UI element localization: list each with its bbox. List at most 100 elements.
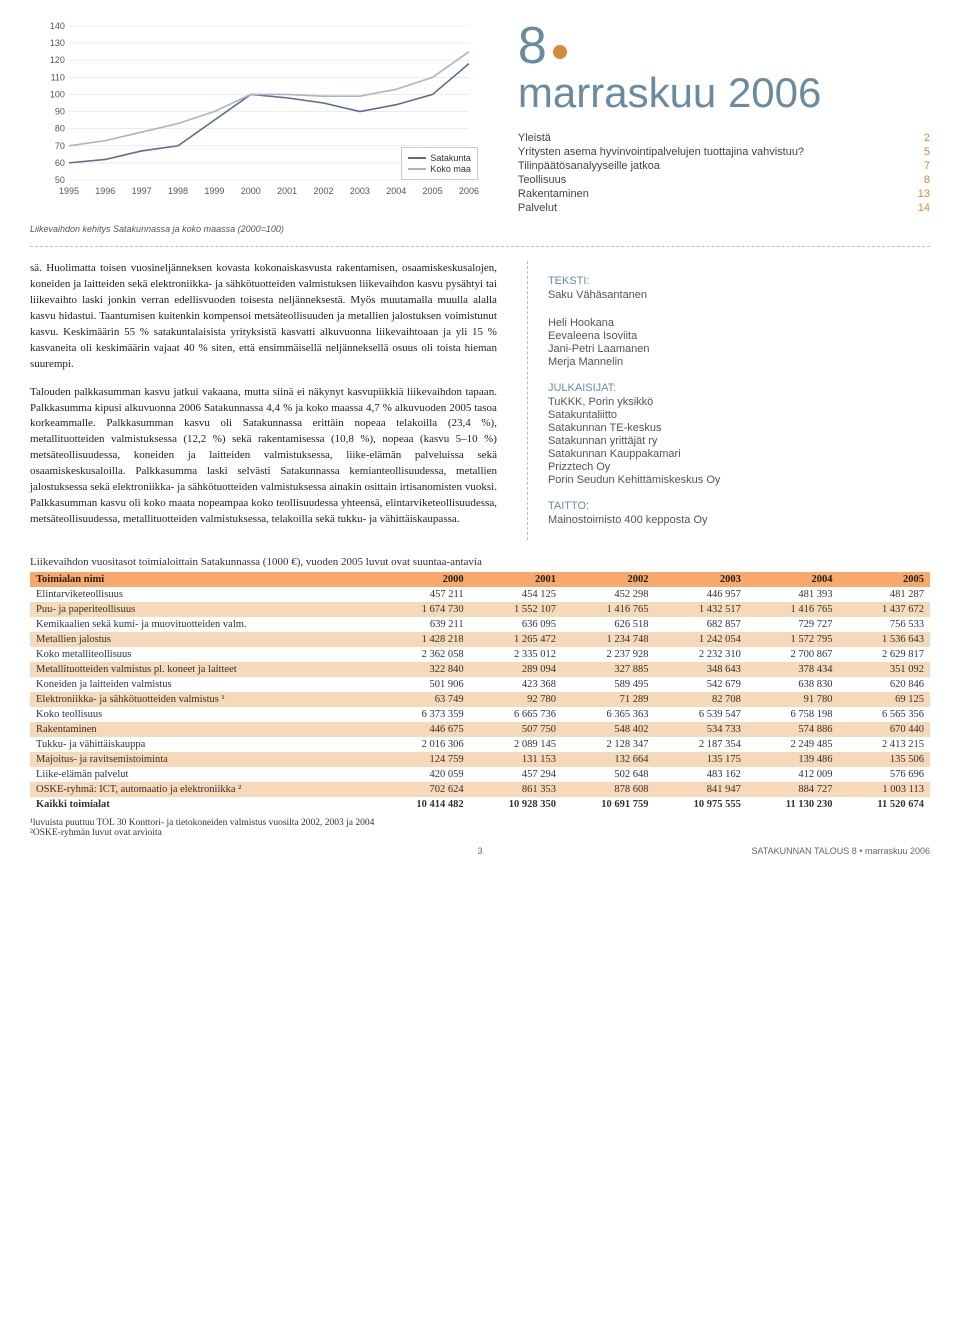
table-cell: 454 125 bbox=[470, 587, 562, 602]
table-cell: 322 840 bbox=[377, 662, 469, 677]
table-cell: 1 416 765 bbox=[562, 602, 654, 617]
table-cell: Majoitus- ja ravitsemistoiminta bbox=[30, 752, 377, 767]
dot-icon bbox=[553, 45, 567, 59]
svg-text:1996: 1996 bbox=[95, 186, 115, 196]
body-paragraph: Talouden palkkasumman kasvu jatkui vakaa… bbox=[30, 385, 497, 528]
table-cell: 501 906 bbox=[377, 677, 469, 692]
page-number: 3 bbox=[330, 846, 630, 856]
footnote-line: ²OSKE-ryhmän luvut ovat arvioita bbox=[30, 828, 930, 838]
table-cell: 378 434 bbox=[747, 662, 839, 677]
table-cell: 507 750 bbox=[470, 722, 562, 737]
table-cell: 548 402 bbox=[562, 722, 654, 737]
table-cell: 2 700 867 bbox=[747, 647, 839, 662]
table-cell: 63 749 bbox=[377, 692, 469, 707]
table-cell: 576 696 bbox=[838, 767, 930, 782]
table-cell: 423 368 bbox=[470, 677, 562, 692]
data-table: Toimialan nimi200020012002200320042005 E… bbox=[30, 572, 930, 812]
table-row: Kaikki toimialat10 414 48210 928 35010 6… bbox=[30, 797, 930, 812]
chart-legend: Satakunta Koko maa bbox=[401, 147, 478, 180]
table-cell: 574 886 bbox=[747, 722, 839, 737]
table-cell: 327 885 bbox=[562, 662, 654, 677]
svg-text:2002: 2002 bbox=[313, 186, 333, 196]
svg-text:1998: 1998 bbox=[168, 186, 188, 196]
table-cell: 457 294 bbox=[470, 767, 562, 782]
table-cell: 92 780 bbox=[470, 692, 562, 707]
table-row: Majoitus- ja ravitsemistoiminta124 75913… bbox=[30, 752, 930, 767]
table-header-cell: 2000 bbox=[377, 572, 469, 587]
table-row: Elintarviketeollisuus457 211454 125452 2… bbox=[30, 587, 930, 602]
table-cell: 638 830 bbox=[747, 677, 839, 692]
meta-line: Mainostoimisto 400 kepposta Oy bbox=[548, 514, 930, 526]
table-cell: Rakentaminen bbox=[30, 722, 377, 737]
table-cell: 878 608 bbox=[562, 782, 654, 797]
table-header-cell: 2001 bbox=[470, 572, 562, 587]
table-cell: 1 242 054 bbox=[654, 632, 746, 647]
table-cell: 6 373 359 bbox=[377, 707, 469, 722]
table-cell: 1 428 218 bbox=[377, 632, 469, 647]
table-cell: 636 095 bbox=[470, 617, 562, 632]
table-cell: 2 187 354 bbox=[654, 737, 746, 752]
table-cell: 2 089 145 bbox=[470, 737, 562, 752]
meta-line: Satakunnan Kauppakamari bbox=[548, 448, 930, 460]
meta-line: TuKKK, Porin yksikkö bbox=[548, 396, 930, 408]
toc-row: Yleistä2 bbox=[518, 132, 930, 144]
svg-text:2006: 2006 bbox=[459, 186, 479, 196]
table-row: Puu- ja paperiteollisuus1 674 7301 552 1… bbox=[30, 602, 930, 617]
line-chart: 5060708090100110120130140199519961997199… bbox=[30, 20, 488, 220]
toc-label: Teollisuus bbox=[518, 174, 910, 186]
table-cell: 6 565 356 bbox=[838, 707, 930, 722]
table-row: Tukku- ja vähittäiskauppa2 016 3062 089 … bbox=[30, 737, 930, 752]
toc-label: Yleistä bbox=[518, 132, 910, 144]
table-row: Liike-elämän palvelut420 059457 294502 6… bbox=[30, 767, 930, 782]
svg-text:110: 110 bbox=[51, 72, 65, 82]
legend-label: Koko maa bbox=[430, 164, 471, 174]
toc-row: Tilinpäätösanalyyseille jatkoa7 bbox=[518, 160, 930, 172]
table-row: Metallien jalostus1 428 2181 265 4721 23… bbox=[30, 632, 930, 647]
table-cell: 1 265 472 bbox=[470, 632, 562, 647]
table-cell: 2 128 347 bbox=[562, 737, 654, 752]
table-cell: 1 416 765 bbox=[747, 602, 839, 617]
table-cell: 483 162 bbox=[654, 767, 746, 782]
table-cell: 452 298 bbox=[562, 587, 654, 602]
table-header-cell: 2002 bbox=[562, 572, 654, 587]
legend-row: Satakunta bbox=[408, 153, 471, 163]
table-cell: 11 130 230 bbox=[747, 797, 839, 812]
table-cell: 639 211 bbox=[377, 617, 469, 632]
table-cell: 135 175 bbox=[654, 752, 746, 767]
toc-row: Rakentaminen13 bbox=[518, 188, 930, 200]
toc-page: 5 bbox=[910, 146, 930, 158]
table-cell: 670 440 bbox=[838, 722, 930, 737]
table-cell: 446 957 bbox=[654, 587, 746, 602]
table-row: Rakentaminen446 675507 750548 402534 733… bbox=[30, 722, 930, 737]
toc-row: Yritysten asema hyvinvointipalvelujen tu… bbox=[518, 146, 930, 158]
table-cell: 1 674 730 bbox=[377, 602, 469, 617]
table-cell: 6 665 736 bbox=[470, 707, 562, 722]
legend-row: Koko maa bbox=[408, 164, 471, 174]
svg-text:50: 50 bbox=[55, 175, 65, 185]
body-paragraph: sä. Huolimatta toisen vuosineljänneksen … bbox=[30, 261, 497, 373]
meta-line: Heli Hookana bbox=[548, 317, 930, 329]
table-cell: 589 495 bbox=[562, 677, 654, 692]
svg-text:140: 140 bbox=[50, 21, 65, 31]
table-cell: Puu- ja paperiteollisuus bbox=[30, 602, 377, 617]
table-cell: 348 643 bbox=[654, 662, 746, 677]
svg-text:2005: 2005 bbox=[423, 186, 443, 196]
meta-line: Eevaleena Isoviita bbox=[548, 330, 930, 342]
toc-label: Rakentaminen bbox=[518, 188, 910, 200]
table-row: Koko teollisuus6 373 3596 665 7366 365 3… bbox=[30, 707, 930, 722]
table-cell: 91 780 bbox=[747, 692, 839, 707]
table-cell: 756 533 bbox=[838, 617, 930, 632]
toc-label: Yritysten asema hyvinvointipalvelujen tu… bbox=[518, 146, 910, 158]
toc-page: 8 bbox=[910, 174, 930, 186]
table-cell: 1 552 107 bbox=[470, 602, 562, 617]
footer-publication: SATAKUNNAN TALOUS 8 • marraskuu 2006 bbox=[630, 846, 930, 856]
table-cell: 2 237 928 bbox=[562, 647, 654, 662]
table-cell: Elintarviketeollisuus bbox=[30, 587, 377, 602]
table-cell: 412 009 bbox=[747, 767, 839, 782]
issue-month: marraskuu 2006 bbox=[518, 69, 822, 116]
table-cell: Elektroniikka- ja sähkötuotteiden valmis… bbox=[30, 692, 377, 707]
table-caption: Liikevaihdon vuositasot toimialoittain S… bbox=[30, 556, 930, 568]
table-cell: 131 153 bbox=[470, 752, 562, 767]
table-header-row: Toimialan nimi200020012002200320042005 bbox=[30, 572, 930, 587]
meta-heading: TAITTO: bbox=[548, 500, 930, 512]
